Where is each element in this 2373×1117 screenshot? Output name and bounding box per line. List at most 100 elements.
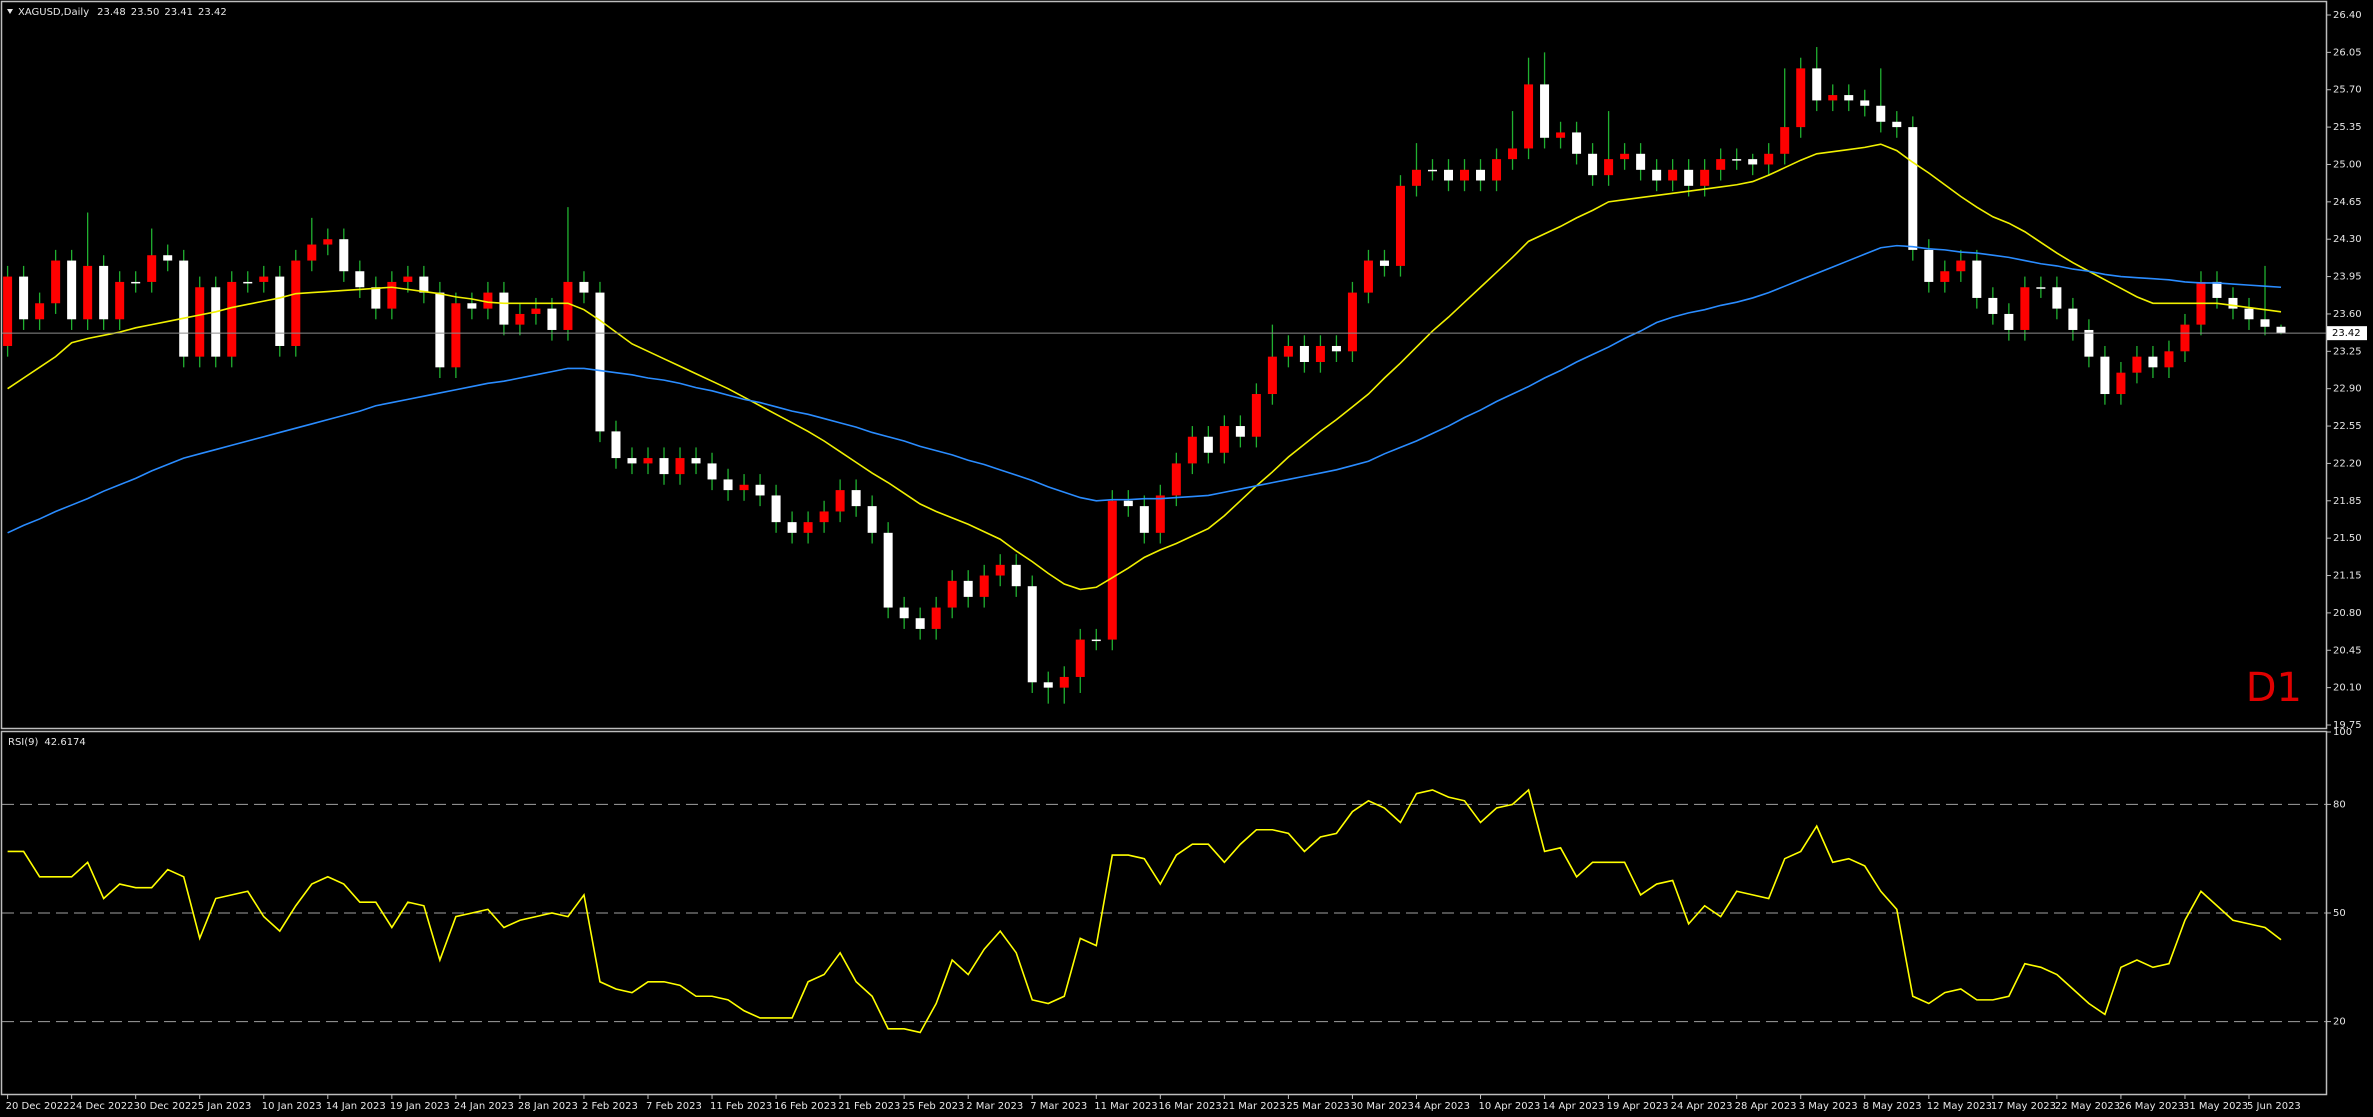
candle-body: [1075, 639, 1085, 677]
candle-body: [979, 575, 989, 597]
candle-body: [339, 239, 349, 272]
candle-body: [771, 495, 781, 523]
candle-body: [2084, 329, 2094, 357]
candle-body: [2036, 287, 2046, 289]
candles: [3, 47, 2286, 704]
candle-body: [1123, 500, 1133, 507]
y-tick-label: 20: [2333, 1017, 2346, 1028]
candle-body: [819, 511, 829, 523]
x-tick-label: 3 May 2023: [1799, 1101, 1858, 1112]
candle-body: [1908, 127, 1918, 250]
candle-body: [691, 458, 701, 464]
candle-body: [547, 308, 557, 330]
candle-body: [19, 276, 29, 320]
candle-body: [2004, 313, 2014, 330]
x-tick-label: 5 Jun 2023: [2247, 1101, 2301, 1112]
candle-body: [131, 281, 141, 284]
candle-body: [2068, 308, 2078, 330]
candle-body: [899, 607, 909, 619]
candle-body: [1171, 463, 1181, 496]
candle-body: [1828, 95, 1838, 101]
candle-body: [227, 281, 237, 357]
candle-body: [2212, 281, 2222, 298]
candle-body: [1972, 260, 1982, 298]
y-tick-label: 22.55: [2333, 421, 2362, 432]
candle-body: [1572, 132, 1582, 154]
x-tick-label: 4 Apr 2023: [1414, 1101, 1469, 1112]
candle-body: [1043, 682, 1053, 688]
x-tick-label: 7 Feb 2023: [646, 1101, 702, 1112]
x-tick-label: 24 Jan 2023: [454, 1101, 514, 1112]
current-price-label: 23.42: [2332, 328, 2361, 339]
candle-body: [1395, 185, 1405, 266]
candle-body: [1347, 292, 1357, 352]
candle-body: [931, 607, 941, 629]
x-tick-label: 20 Dec 2022: [6, 1101, 70, 1112]
candle-body: [707, 463, 717, 480]
candle-body: [1283, 345, 1293, 357]
candle-body: [659, 458, 669, 475]
x-tick-label: 12 May 2023: [1927, 1101, 1992, 1112]
candle-body: [51, 260, 61, 304]
candle-body: [627, 458, 637, 464]
candle-body: [323, 239, 333, 245]
x-tick-label: 19 Apr 2023: [1607, 1101, 1669, 1112]
candle-body: [611, 431, 621, 459]
candle-body: [1748, 159, 1758, 165]
candle-body: [787, 522, 797, 533]
collapse-icon[interactable]: [7, 9, 13, 14]
candle-body: [195, 287, 205, 357]
y-tick-label: 24.65: [2333, 197, 2362, 208]
candle-body: [1460, 169, 1470, 181]
candle-body: [1892, 121, 1902, 128]
candle-body: [2276, 326, 2286, 334]
candle-body: [1844, 95, 1854, 101]
candle-body: [835, 490, 845, 512]
candle-body: [435, 292, 445, 368]
candle-body: [1924, 249, 1934, 282]
candle-body: [275, 276, 285, 346]
y-tick-label: 22.90: [2333, 384, 2362, 395]
candle-body: [1379, 260, 1389, 266]
candle-body: [1139, 506, 1149, 533]
y-tick-label: 20.80: [2333, 608, 2362, 619]
candle-body: [499, 292, 509, 325]
candle-body: [1668, 169, 1678, 181]
candle-body: [755, 484, 765, 496]
close-label: 23.42: [198, 7, 227, 18]
y-tick-label: 100: [2333, 727, 2352, 738]
candle-body: [483, 292, 493, 309]
y-tick-label: 21.85: [2333, 496, 2362, 507]
y-tick-label: 23.25: [2333, 346, 2362, 357]
high-label: 23.50: [131, 7, 160, 18]
candle-body: [1588, 153, 1598, 176]
candle-body: [1956, 260, 1966, 272]
candle-body: [2244, 308, 2254, 320]
candle-body: [1315, 345, 1325, 362]
y-tick-label: 24.30: [2333, 234, 2362, 245]
candle-body: [451, 303, 461, 368]
rsi-title: RSI(9): [8, 737, 39, 748]
candle-body: [1652, 169, 1662, 181]
candle-body: [1764, 153, 1774, 165]
x-tick-label: 11 Feb 2023: [710, 1101, 772, 1112]
candle-body: [403, 276, 413, 282]
moving-average: [7, 143, 2282, 591]
candle-body: [1059, 676, 1069, 688]
candle-body: [1027, 586, 1037, 683]
current-price-tag: [2327, 326, 2367, 341]
candle-body: [1444, 169, 1453, 181]
candle-body: [1411, 169, 1421, 186]
candle-body: [723, 479, 733, 491]
y-tick-label: 22.20: [2333, 458, 2362, 469]
candle-body: [67, 260, 77, 320]
candle-body: [2164, 351, 2174, 368]
candle-body: [1427, 169, 1437, 172]
candle-body: [1508, 148, 1518, 160]
candle-body: [1187, 436, 1197, 464]
y-tick-label: 26.05: [2333, 47, 2362, 58]
x-tick-label: 14 Jan 2023: [326, 1101, 386, 1112]
candle-body: [1716, 159, 1726, 170]
